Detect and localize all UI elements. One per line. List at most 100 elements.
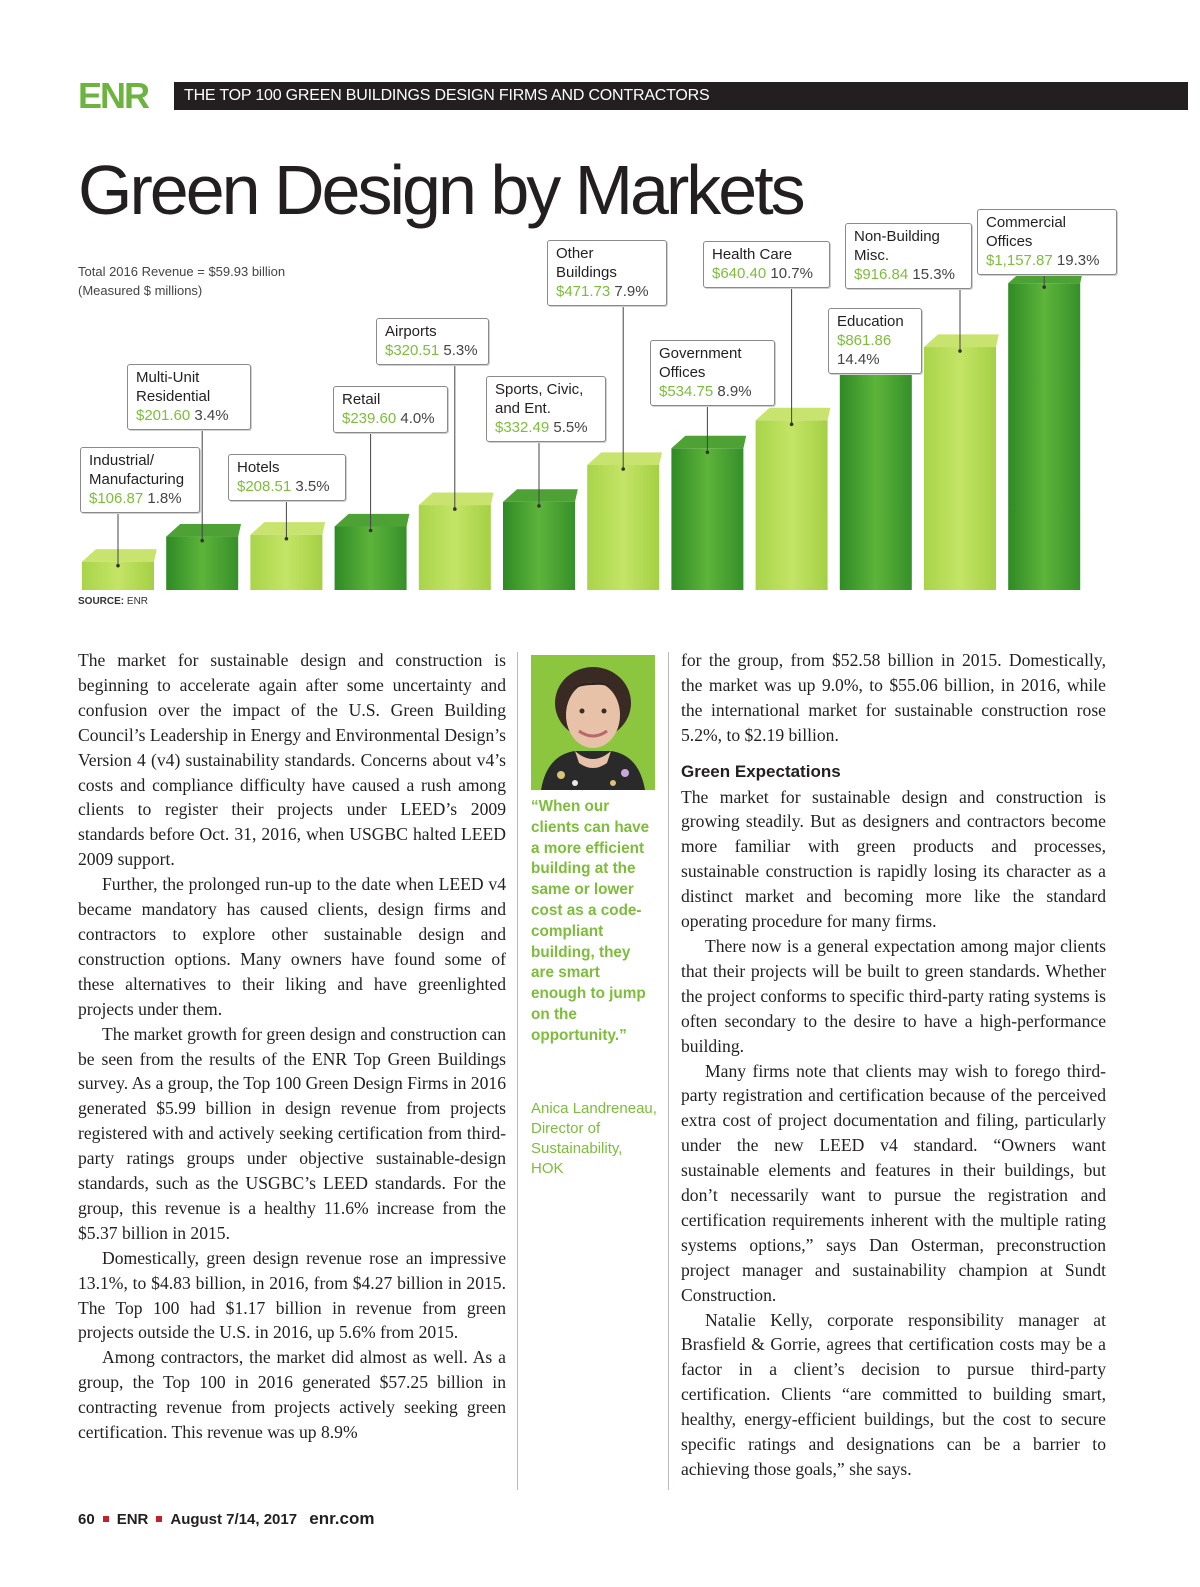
chart-data-label: Sports, Civic, and Ent. $332.49 5.5% [486,376,606,442]
bar-11 [924,334,999,590]
value-label: $640.40 [712,265,767,282]
percent-label: 15.3% [908,266,955,283]
category-label: Commercial [986,214,1067,231]
bar-front-face [587,464,660,590]
bar-9 [755,407,831,590]
category-label: Multi-Unit [136,369,200,386]
portrait-illustration [531,655,655,790]
bar-8 [671,435,747,590]
leader-dot [621,467,625,471]
bar-4 [334,513,410,590]
section-heading: Green Expectations [681,761,841,781]
category-label: Buildings [556,264,617,281]
quote-attribution: Anica Landreneau, Director of Sustainabi… [531,1100,657,1177]
chart-data-label: Non-Building Misc. $916.84 15.3% [845,223,972,289]
article-paragraph: The market for sustainable design and co… [78,650,506,870]
leader-dot [200,538,204,543]
bar-3 [250,522,326,590]
chart-data-label: Commercial Offices $1,157.87 19.3% [977,209,1117,275]
bar-top-face [82,549,157,562]
value-row: $332.49 5.5% [495,418,597,437]
page-footer: 60 ENR August 7/14, 2017 enr.com [78,1509,374,1529]
chart-data-label: Education $861.86 14.4% [828,308,922,374]
bar-top-face [671,435,747,449]
bar-top-face [418,492,494,506]
bar-front-face [334,526,407,590]
category-label: Offices [659,364,706,381]
value-row: $916.84 15.3% [854,265,963,284]
value-label: $1,157.87 [986,252,1053,269]
value-row: $640.40 10.7% [712,264,821,283]
source-label: SOURCE: [78,596,125,607]
bar-top-face [166,523,241,537]
bar-top-face [587,452,662,465]
percent-label: 3.4% [190,407,229,424]
percent-label: 7.9% [610,283,649,300]
column-divider [668,652,669,1490]
bar-1 [82,549,157,590]
portrait-photo [531,655,655,790]
leader-dot [705,450,710,455]
category-label: Health Care [712,246,793,263]
footer-publication: ENR [116,1511,149,1528]
footer-url[interactable]: enr.com [309,1509,375,1528]
category-label: Other [556,245,594,262]
bar-front-face [166,536,239,590]
value-label: $320.51 [385,342,440,359]
article-paragraph: The market for sustainable design and co… [681,786,1106,932]
value-label: $332.49 [495,419,550,436]
category-label: Sports, Civic, [495,381,584,398]
article-right-column: for the group, from $52.58 billion in 20… [681,648,1106,1482]
chart-source: SOURCE: ENR [78,596,148,607]
value-row: $861.86 14.4% [837,331,913,369]
leader-dot [284,536,289,541]
category-label: and Ent. [495,400,551,417]
bar-top-face [755,407,831,421]
bar-front-face [924,347,996,590]
article-paragraph: Natalie Kelly, corporate responsibility … [681,1309,1106,1479]
section-banner: THE TOP 100 GREEN BUILDINGS DESIGN FIRMS… [174,82,1188,110]
chart-data-label: Other Buildings $471.73 7.9% [547,240,667,306]
value-label: $106.87 [89,490,144,507]
value-label: $208.51 [237,478,292,495]
chart-subtitle-units: (Measured $ millions) [78,283,203,298]
article-left-column: The market for sustainable design and co… [78,648,506,1445]
bar-5 [418,492,494,590]
value-row: $534.75 8.9% [659,382,766,401]
bar-top-face [250,522,326,535]
chart-data-label: Government Offices $534.75 8.9% [650,340,775,406]
bar-front-face [1008,283,1081,590]
footer-separator [156,1516,163,1523]
percent-label: 1.8% [143,490,182,507]
value-row: $1,157.87 19.3% [986,251,1108,270]
value-row: $208.51 3.5% [237,477,337,496]
leader-dot [789,422,794,427]
value-row: $106.87 1.8% [89,489,191,508]
bar-front-face [755,420,828,590]
value-row: $201.60 3.4% [136,406,242,425]
percent-label: 10.7% [766,265,813,282]
footer-separator [102,1516,109,1523]
value-label: $916.84 [854,266,909,283]
market-bar-chart [82,249,1083,590]
column-divider [517,652,518,1490]
chart-data-label: Industrial/Manufacturing $106.87 1.8% [80,447,200,513]
percent-label: 3.5% [291,478,330,495]
bar-front-face [671,448,744,590]
enr-logo: ENR [78,75,150,116]
bar-front-face [418,505,491,590]
chart-subtitle-total: Total 2016 Revenue = $59.93 billion [78,264,286,279]
bar-top-face [334,513,410,527]
bar-front-face [839,361,912,590]
category-label: Retail [342,391,381,408]
article-paragraph: Many firms note that clients may wish to… [681,1060,1106,1305]
bar-top-face [924,334,999,348]
leader-dot [1042,285,1046,289]
percent-label: 5.5% [549,419,588,436]
page-number: 60 [78,1511,95,1528]
value-row: $320.51 5.3% [385,341,480,360]
chart-data-label: Multi-Unit Residential $201.60 3.4% [127,364,251,430]
chart-data-label: Health Care $640.40 10.7% [703,241,830,288]
category-label: Offices [986,233,1033,250]
bar-front-face [250,534,323,590]
